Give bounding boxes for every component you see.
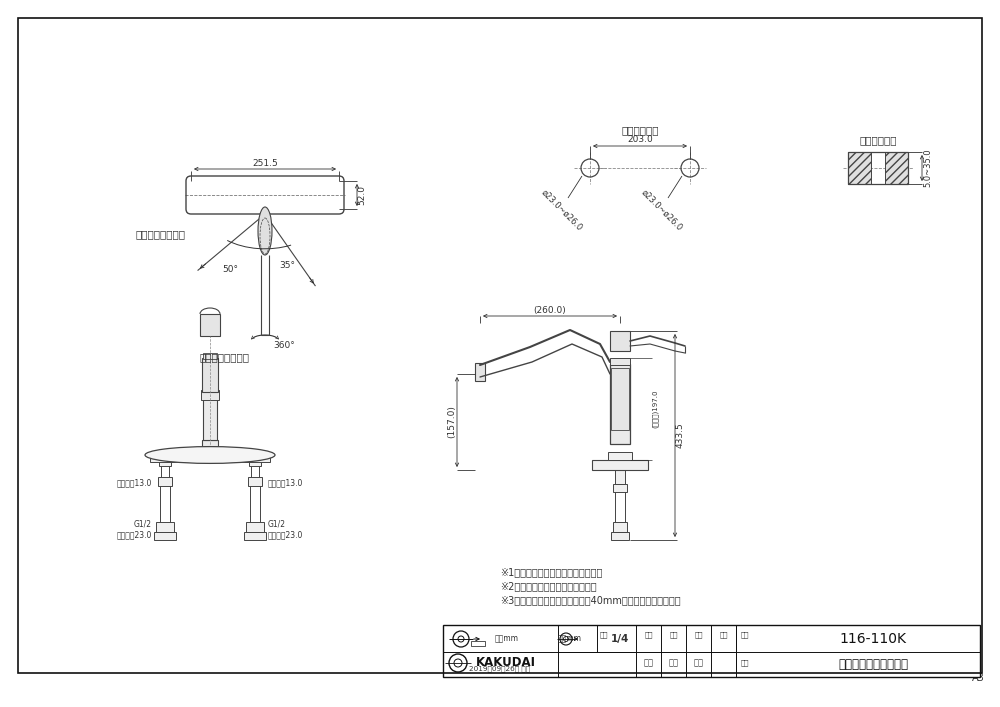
Text: 433.5: 433.5 <box>676 423 684 448</box>
Text: 203.0: 203.0 <box>627 136 653 144</box>
Bar <box>611 532 629 540</box>
Text: 1/4: 1/4 <box>611 634 629 644</box>
Bar <box>613 484 627 492</box>
Bar <box>475 363 485 381</box>
Bar <box>610 331 630 351</box>
Text: (参考対)197.0: (参考対)197.0 <box>652 390 658 428</box>
Text: G1/2: G1/2 <box>134 520 152 529</box>
Text: 栗川: 栗川 <box>668 658 678 667</box>
Text: 品番: 品番 <box>741 631 750 638</box>
Bar <box>610 358 630 365</box>
Ellipse shape <box>258 207 272 255</box>
Bar <box>610 364 630 444</box>
Bar <box>471 641 485 646</box>
Bar <box>885 152 908 184</box>
Text: 5.0~35.0: 5.0~35.0 <box>924 148 932 187</box>
Text: 設図: 設図 <box>644 631 653 638</box>
Bar <box>200 314 220 336</box>
Ellipse shape <box>145 447 275 463</box>
Text: ø23.0~ø26.0: ø23.0~ø26.0 <box>640 187 684 233</box>
Text: 検図: 検図 <box>669 631 678 638</box>
Text: 承認: 承認 <box>694 631 703 638</box>
Bar <box>443 625 980 677</box>
Text: 品番: 品番 <box>719 631 728 638</box>
Text: ※1　（）内寸法は参考寸法である。: ※1 （）内寸法は参考寸法である。 <box>500 567 602 577</box>
Circle shape <box>454 659 462 667</box>
Text: 天板取付穴径: 天板取付穴径 <box>621 125 659 135</box>
Bar <box>249 460 261 466</box>
Text: 六角対辺13.0: 六角対辺13.0 <box>268 479 303 488</box>
Text: 116-110K: 116-110K <box>840 632 906 646</box>
Bar <box>848 152 908 184</box>
Text: 六角対辺23.0: 六角対辺23.0 <box>117 530 152 539</box>
Text: G1/2: G1/2 <box>268 520 286 529</box>
Text: ※2　止水栓を必ず設置すること。: ※2 止水栓を必ず設置すること。 <box>500 581 597 591</box>
Text: 天板締付範囲: 天板締付範囲 <box>859 135 897 145</box>
Bar <box>611 368 629 430</box>
Text: 六角対辺23.0: 六角対辺23.0 <box>268 530 303 539</box>
Text: ※3　ブレードパイプは曲げ半彄40mm以上を確保すること。: ※3 ブレードパイプは曲げ半彄40mm以上を確保すること。 <box>500 595 681 605</box>
Bar <box>246 522 264 532</box>
Bar <box>613 522 627 532</box>
Text: 単位mm: 単位mm <box>495 634 519 643</box>
Bar <box>202 358 218 392</box>
Bar <box>248 477 262 486</box>
Text: 尺度: 尺度 <box>600 631 608 638</box>
Text: (157.0): (157.0) <box>448 406 456 438</box>
Bar <box>848 152 871 184</box>
Bar <box>202 440 218 448</box>
Text: 遷藤: 遷藤 <box>644 658 654 667</box>
Bar <box>615 470 625 484</box>
Text: 六角対辺13.0: 六角対辺13.0 <box>117 479 152 488</box>
Text: シングルレバー混合栓: シングルレバー混合栓 <box>838 658 908 672</box>
Text: 2019年09月26日 作成: 2019年09月26日 作成 <box>469 666 531 672</box>
Bar <box>150 455 270 462</box>
Bar <box>154 532 176 540</box>
Text: スパウト回転角度: スパウト回転角度 <box>200 352 250 362</box>
Text: 35°: 35° <box>279 262 295 271</box>
Bar <box>203 398 217 440</box>
Text: A3: A3 <box>972 673 985 683</box>
Bar <box>201 390 219 400</box>
Text: (260.0): (260.0) <box>534 307 566 315</box>
Text: 中島: 中島 <box>694 658 704 667</box>
Bar <box>244 532 266 540</box>
Bar <box>158 477 172 486</box>
Bar <box>156 522 174 532</box>
Bar <box>608 452 632 460</box>
Text: KAKUDAI: KAKUDAI <box>476 657 536 670</box>
Bar <box>159 460 171 466</box>
Text: 単位mm: 単位mm <box>558 634 582 643</box>
Text: 52.0: 52.0 <box>358 185 366 205</box>
Bar <box>592 460 648 470</box>
Bar <box>203 353 217 359</box>
Text: 50°: 50° <box>222 264 238 274</box>
Text: 251.5: 251.5 <box>252 160 278 168</box>
Text: ハンドル回転角度: ハンドル回転角度 <box>135 229 185 239</box>
Text: 品名: 品名 <box>741 660 750 666</box>
Text: 360°: 360° <box>273 341 295 349</box>
Text: ø23.0~ø26.0: ø23.0~ø26.0 <box>540 187 584 233</box>
